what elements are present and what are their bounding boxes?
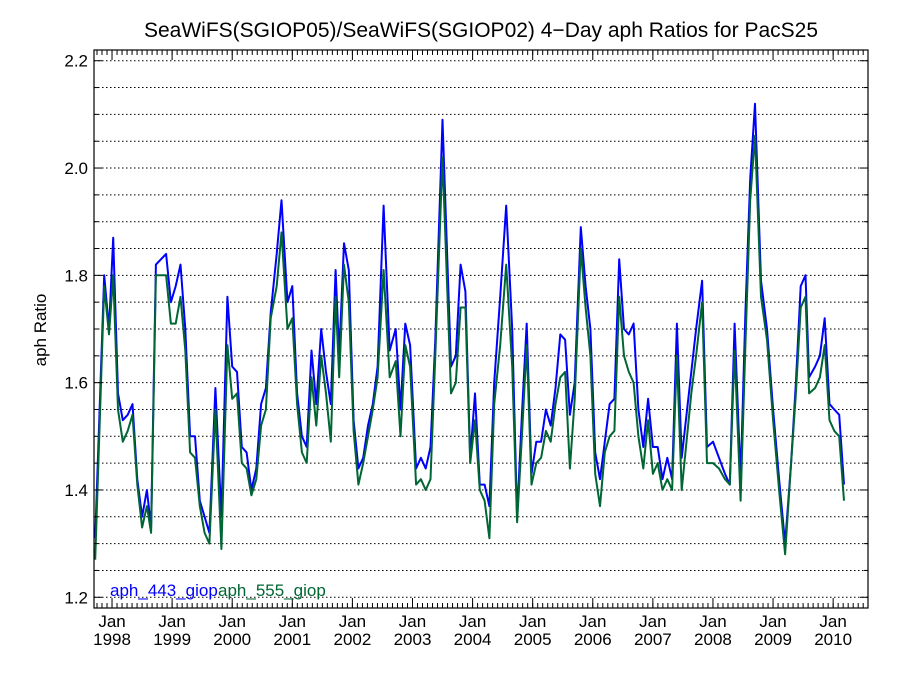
- series-line-aph-555: [94, 134, 845, 560]
- series-layer: [94, 102, 845, 560]
- x-tick-label-year: 2003: [394, 630, 432, 649]
- legend-aph-555: aph_555_giop: [218, 581, 326, 600]
- x-tick-label-month: Jan: [639, 612, 666, 631]
- x-tick-label-month: Jan: [759, 612, 786, 631]
- y-tick-label: 1.6: [64, 374, 88, 393]
- y-tick-label: 2.2: [64, 52, 88, 71]
- y-tick-label: 2.0: [64, 159, 88, 178]
- x-tick-label-month: Jan: [98, 612, 125, 631]
- x-tick-label-year: 1999: [153, 630, 191, 649]
- x-tick-label-year: 2007: [634, 630, 672, 649]
- x-tick-label-year: 2010: [814, 630, 852, 649]
- y-tick-label: 1.8: [64, 266, 88, 285]
- x-tick-label-year: 2009: [754, 630, 792, 649]
- x-tick-label-month: Jan: [399, 612, 426, 631]
- chart-title: SeaWiFS(SGIOP05)/SeaWiFS(SGIOP02) 4−Day …: [144, 19, 818, 42]
- x-tick-label-month: Jan: [819, 612, 846, 631]
- x-tick-label-month: Jan: [339, 612, 366, 631]
- x-tick-label-month: Jan: [579, 612, 606, 631]
- x-tick-label-month: Jan: [519, 612, 546, 631]
- x-tick-label-year: 2008: [694, 630, 732, 649]
- legend-aph-443: aph_443_giop: [110, 581, 218, 600]
- x-tick-label-month: Jan: [699, 612, 726, 631]
- y-tick-label: 1.2: [64, 588, 88, 607]
- x-tick-label-year: 1998: [93, 630, 131, 649]
- y-tick-labels: 1.2 1.4 1.6 1.8 2.0 2.2: [64, 52, 88, 608]
- x-tick-labels: Jan1998Jan1999Jan2000Jan2001Jan2002Jan20…: [93, 612, 852, 649]
- x-tick-label-year: 2005: [514, 630, 552, 649]
- series-line-aph-443: [94, 102, 845, 545]
- x-tick-label-month: Jan: [158, 612, 185, 631]
- x-tick-label-year: 2004: [454, 630, 492, 649]
- x-tick-label-month: Jan: [459, 612, 486, 631]
- x-tick-label-year: 2002: [333, 630, 371, 649]
- axis-ticks: [94, 50, 868, 608]
- y-axis-label: aph Ratio: [31, 294, 50, 367]
- x-tick-label-month: Jan: [279, 612, 306, 631]
- x-tick-label-year: 2000: [213, 630, 251, 649]
- x-tick-label-year: 2001: [273, 630, 311, 649]
- x-tick-label-month: Jan: [219, 612, 246, 631]
- x-tick-label-year: 2006: [574, 630, 612, 649]
- y-tick-label: 1.4: [64, 481, 88, 500]
